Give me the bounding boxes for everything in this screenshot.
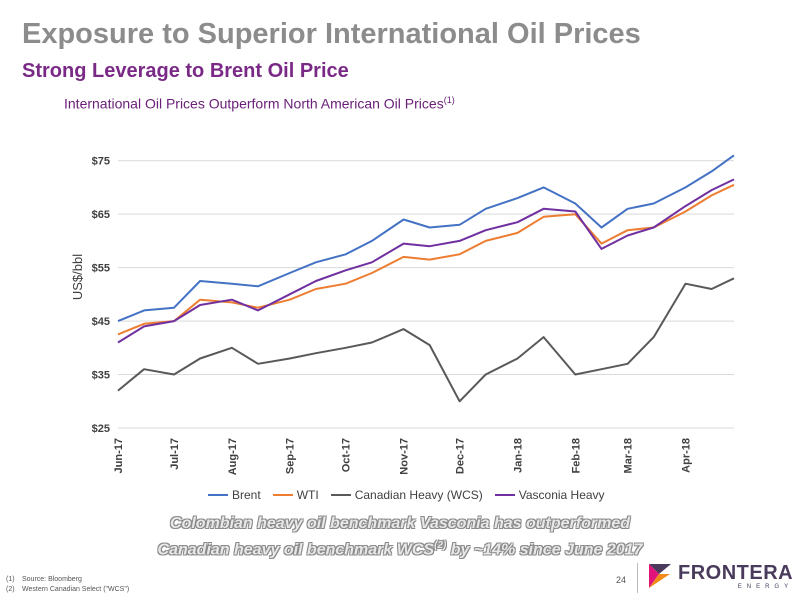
callout-line-1: Colombian heavy oil benchmark Vasconia h… bbox=[170, 515, 630, 532]
logo-wordmark: FRONTERA bbox=[678, 561, 794, 584]
legend-swatch bbox=[208, 494, 228, 496]
chart-heading-text: International Oil Prices Outperform Nort… bbox=[64, 95, 444, 112]
series-line-2 bbox=[117, 277, 735, 403]
chart-series-lines bbox=[117, 154, 735, 403]
series-line-1 bbox=[117, 183, 735, 336]
x-tick-label: Dec-17 bbox=[455, 438, 467, 474]
x-tick-label: Oct-17 bbox=[341, 438, 353, 472]
frontera-logo: FRONTERA ENERGY bbox=[646, 562, 793, 590]
legend-item: Brent bbox=[208, 488, 261, 502]
y-tick-label: $35 bbox=[92, 370, 110, 382]
x-tick-label: Feb-18 bbox=[570, 438, 582, 473]
logo-subtitle: ENERGY bbox=[737, 583, 794, 590]
chart-heading: International Oil Prices Outperform Nort… bbox=[64, 95, 455, 112]
y-tick-label: $65 bbox=[92, 209, 110, 221]
page-title: Exposure to Superior International Oil P… bbox=[22, 18, 641, 50]
legend-swatch bbox=[330, 494, 351, 496]
legend-item: WTI bbox=[272, 488, 319, 502]
legend-label: Canadian Heavy (WCS) bbox=[354, 488, 483, 502]
page-subtitle: Strong Leverage to Brent Oil Price bbox=[22, 60, 349, 82]
chart-gridlines bbox=[118, 160, 734, 429]
x-tick-label: Jul-17 bbox=[169, 438, 181, 470]
x-tick-label: Nov-17 bbox=[399, 438, 411, 475]
legend-label: WTI bbox=[296, 488, 319, 502]
callout-line-2: Canadian heavy oil benchmark WCS(2) by ~… bbox=[0, 535, 800, 561]
x-tick-label: Jan-18 bbox=[512, 438, 524, 473]
footnote-2-text: Western Canadian Select ("WCS") bbox=[22, 586, 130, 593]
y-tick-label: $45 bbox=[92, 316, 110, 328]
page-number: 24 bbox=[616, 575, 627, 585]
x-tick-label: Sep-17 bbox=[285, 438, 297, 474]
footnote-2-number: (2) bbox=[6, 586, 15, 593]
chart-legend: Brent WTI Canadian Heavy (WCS) Vasconia Hea… bbox=[208, 487, 617, 503]
x-tick-label: Aug-17 bbox=[227, 438, 239, 475]
series-line-3 bbox=[117, 178, 735, 344]
callout-line-2-start: Canadian heavy oil benchmark WCS bbox=[157, 541, 435, 559]
x-axis-tick-labels: Jun-17 Jul-17 Aug-17 Sep-17 Oct-17 Nov-17 Dec-… bbox=[113, 438, 692, 475]
legend-item: Vasconia Heavy bbox=[494, 488, 605, 502]
callout-text: Colombian heavy oil benchmark Vasconia h… bbox=[0, 513, 800, 561]
series-line-0 bbox=[117, 154, 735, 323]
y-tick-label: $75 bbox=[92, 156, 110, 168]
callout-footnote-ref: (2) bbox=[434, 540, 447, 551]
legend-label: Brent bbox=[232, 488, 261, 502]
legend-label: Vasconia Heavy bbox=[518, 488, 605, 502]
frontera-logo-mark-icon bbox=[649, 564, 671, 588]
chart-heading-footnote-ref: (1) bbox=[443, 95, 455, 105]
footnote-1-text: Source: Bloomberg bbox=[22, 576, 82, 583]
footnote-2: (2) Western Canadian Select ("WCS") bbox=[6, 585, 129, 595]
footnote-1: (1) Source: Bloomberg bbox=[6, 575, 129, 585]
callout-line-2-end: by ~14% since June 2017 bbox=[446, 541, 643, 559]
y-tick-label: $25 bbox=[92, 423, 110, 435]
y-axis-tick-labels: $25 $35 $45 $55 $65 $75 bbox=[92, 156, 110, 435]
legend-swatch bbox=[494, 494, 515, 496]
x-tick-label: Mar-18 bbox=[623, 438, 635, 473]
y-tick-label: $55 bbox=[92, 263, 110, 275]
y-axis-label: US$/bbl bbox=[70, 254, 85, 300]
legend-item: Canadian Heavy (WCS) bbox=[330, 488, 483, 502]
footnotes: (1) Source: Bloomberg (2) Western Canadian… bbox=[6, 575, 129, 595]
x-tick-label: Jun-17 bbox=[113, 438, 125, 473]
legend-swatch bbox=[272, 494, 293, 496]
footnote-1-number: (1) bbox=[6, 576, 15, 583]
x-tick-label: Apr-18 bbox=[680, 438, 692, 473]
page-divider bbox=[637, 563, 638, 593]
